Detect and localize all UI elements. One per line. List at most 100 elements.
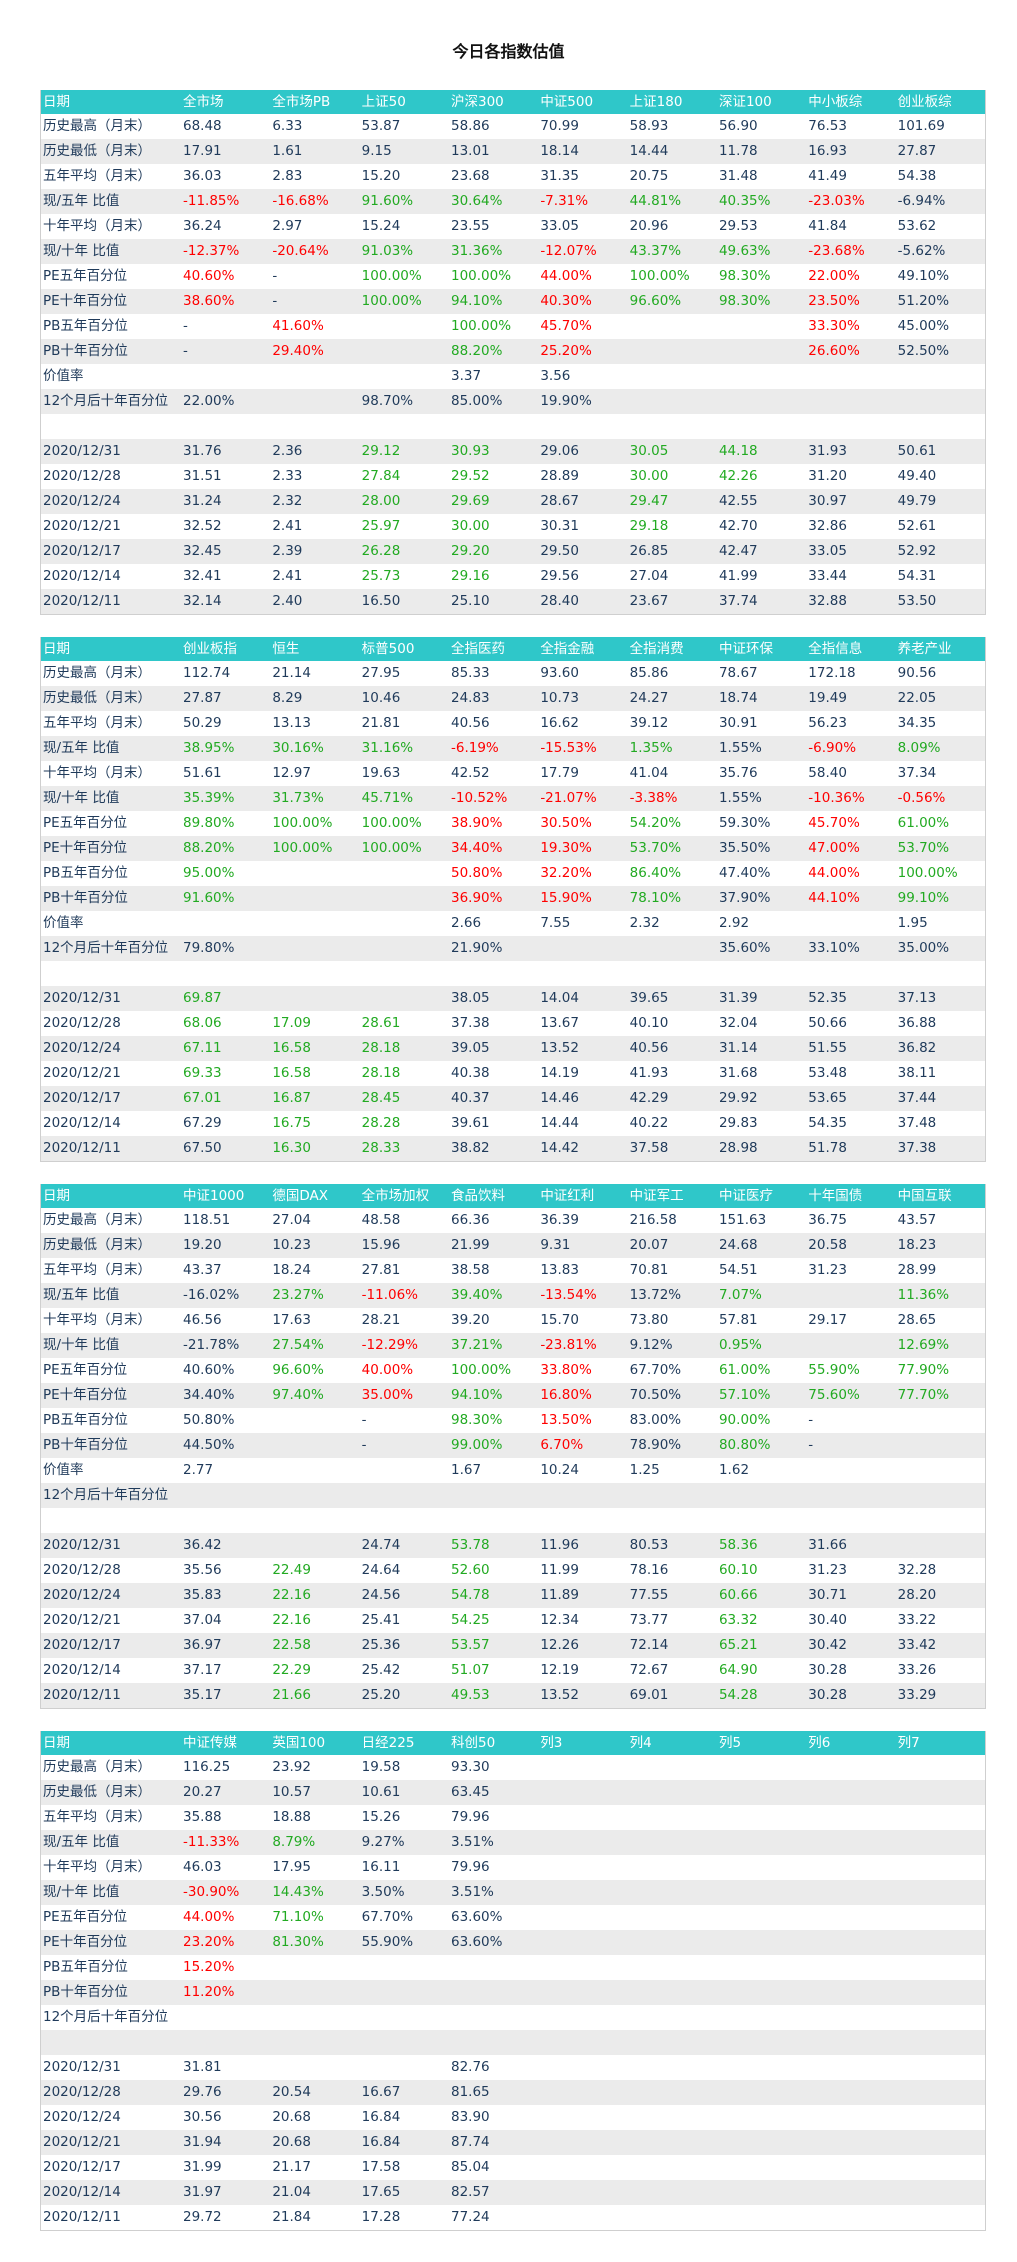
- table-cell: 53.62: [895, 214, 985, 239]
- table-cell: 77.55: [627, 1583, 717, 1608]
- table-cell: 78.67: [716, 661, 807, 686]
- row-label: [41, 961, 181, 986]
- table-cell: 24.68: [716, 1233, 807, 1258]
- table-cell: 97.40%: [270, 1383, 360, 1408]
- table-cell: 28.00: [359, 489, 449, 514]
- table-cell: -21.78%: [181, 1333, 271, 1358]
- table-cell: 39.12: [627, 711, 717, 736]
- table-row: 2020/12/11 32.14 2.40 16.50 25.10 28.40 23.67 3…: [41, 589, 985, 614]
- table-cell: 83.00%: [627, 1408, 717, 1433]
- table-cell: 35.56: [181, 1558, 271, 1583]
- table-cell: 2.92: [716, 911, 807, 936]
- table-cell: 36.75: [806, 1208, 896, 1233]
- table-cell: [716, 2005, 807, 2030]
- table-cell: [806, 2155, 896, 2180]
- table-cell: 65.21: [716, 1633, 807, 1658]
- table-cell: -11.06%: [359, 1283, 449, 1308]
- table-row: 2020/12/24 30.56 20.68 16.84 83.90: [41, 2105, 985, 2130]
- table-cell: 61.00%: [716, 1358, 807, 1383]
- table-cell: 3.56: [538, 364, 628, 389]
- table-cell: 38.05: [448, 986, 539, 1011]
- table-cell: [806, 2205, 896, 2230]
- table-cell: [716, 2080, 807, 2105]
- row-label: 五年平均（月末）: [41, 1258, 181, 1283]
- table-cell: 100.00%: [627, 264, 717, 289]
- column-header: 标普500: [359, 637, 449, 661]
- table-cell: 26.28: [359, 539, 449, 564]
- column-header: 全指消费: [627, 637, 717, 661]
- table-cell: [806, 1508, 896, 1533]
- table-cell: -6.19%: [448, 736, 539, 761]
- table-cell: [627, 314, 717, 339]
- table-cell: 13.52: [538, 1683, 628, 1708]
- table-cell: [895, 1855, 985, 1880]
- table-cell: [181, 414, 271, 439]
- table-cell: 51.55: [806, 1036, 896, 1061]
- table-cell: 54.78: [448, 1583, 539, 1608]
- table-cell: 30.28: [806, 1683, 896, 1708]
- table-cell: [895, 1955, 985, 1980]
- table-cell: 42.70: [716, 514, 807, 539]
- table-cell: [359, 911, 449, 936]
- table-cell: [716, 389, 807, 414]
- table-cell: 50.29: [181, 711, 271, 736]
- table-cell: [627, 1483, 717, 1508]
- table-cell: 11.36%: [895, 1283, 985, 1308]
- table-cell: 30.00: [627, 464, 717, 489]
- column-header: 全市场PB: [270, 90, 360, 114]
- table-cell: 24.74: [359, 1533, 449, 1558]
- column-header: 中国互联: [895, 1184, 985, 1208]
- table-cell: 81.30%: [270, 1930, 360, 1955]
- table-cell: 22.05: [895, 686, 985, 711]
- table-cell: -10.52%: [448, 786, 539, 811]
- table-row: 12个月后十年百分位: [41, 2005, 985, 2030]
- table-cell: [716, 1955, 807, 1980]
- table-cell: [895, 1483, 985, 1508]
- row-label: 现/五年 比值: [41, 1283, 181, 1308]
- table-cell: 52.92: [895, 539, 985, 564]
- table-cell: 3.50%: [359, 1880, 449, 1905]
- table-cell: 40.60%: [181, 264, 271, 289]
- table-cell: 33.05: [806, 539, 896, 564]
- table-cell: [627, 1508, 717, 1533]
- row-label: 2020/12/28: [41, 1558, 181, 1583]
- table-cell: 91.60%: [359, 189, 449, 214]
- table-cell: [359, 1955, 449, 1980]
- table-cell: 8.09%: [895, 736, 985, 761]
- table-cell: 32.04: [716, 1011, 807, 1036]
- table-cell: 53.70%: [895, 836, 985, 861]
- table-cell: 44.18: [716, 439, 807, 464]
- table-cell: [716, 1755, 807, 1780]
- table-cell: 17.63: [270, 1308, 360, 1333]
- row-label: 2020/12/17: [41, 2155, 181, 2180]
- table-row: PE五年百分位 40.60% -100.00% 100.00% 44.00% 100.00…: [41, 264, 985, 289]
- table-cell: [806, 1333, 896, 1358]
- table-cell: [359, 2055, 449, 2080]
- table-cell: 93.30: [448, 1755, 539, 1780]
- table-cell: 49.53: [448, 1683, 539, 1708]
- table-cell: 49.63%: [716, 239, 807, 264]
- table-cell: [538, 2105, 628, 2130]
- table-cell: [270, 861, 360, 886]
- table-row: 价值率 2.77 1.67 10.24 1.25 1.62: [41, 1458, 985, 1483]
- table-cell: [538, 936, 628, 961]
- table-cell: [538, 2055, 628, 2080]
- table-cell: [895, 2030, 985, 2055]
- table-cell: 33.44: [806, 564, 896, 589]
- table-cell: -23.68%: [806, 239, 896, 264]
- table-cell: 15.70: [538, 1308, 628, 1333]
- table-cell: 29.83: [716, 1111, 807, 1136]
- table-cell: -: [359, 1433, 449, 1458]
- table-cell: 18.23: [895, 1233, 985, 1258]
- table-cell: 100.00%: [359, 289, 449, 314]
- table-cell: [895, 2080, 985, 2105]
- table-cell: -: [359, 1408, 449, 1433]
- row-label: 历史最低（月末）: [41, 686, 181, 711]
- table-cell: [181, 911, 271, 936]
- table-cell: -12.37%: [181, 239, 271, 264]
- table-cell: 24.27: [627, 686, 717, 711]
- table-cell: [895, 1508, 985, 1533]
- table-cell: [627, 2055, 717, 2080]
- table-cell: 40.35%: [716, 189, 807, 214]
- table-cell: [806, 2180, 896, 2205]
